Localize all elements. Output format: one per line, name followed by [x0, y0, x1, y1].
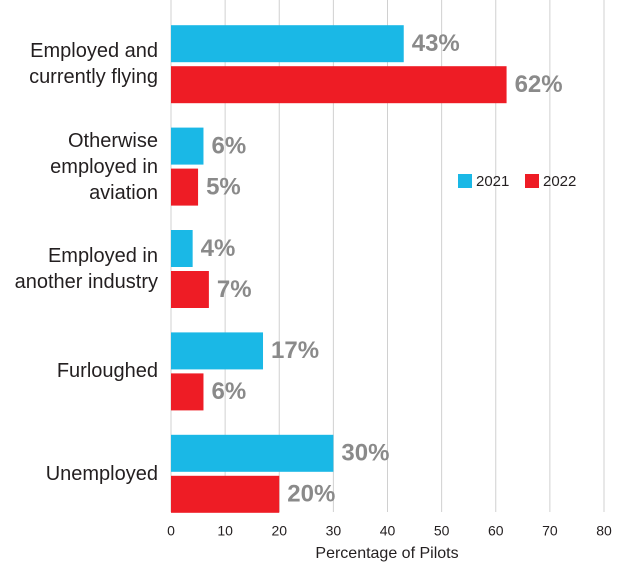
x-axis-title: Percentage of Pilots [315, 545, 458, 562]
value-label: 62% [515, 71, 563, 98]
value-label: 6% [211, 378, 246, 405]
bar [171, 230, 193, 267]
bar [171, 66, 507, 104]
legend-swatch [525, 174, 539, 188]
legend-swatch [458, 174, 472, 188]
legend-label: 2021 [476, 173, 509, 190]
x-tick-label: 0 [167, 523, 175, 539]
x-tick-label: 40 [380, 523, 396, 539]
y-tick-label: Otherwise employed in aviation [50, 129, 158, 204]
legend-label: 2022 [543, 173, 576, 190]
y-tick-label: Employed in another industry [14, 245, 158, 293]
value-label: 43% [412, 30, 460, 57]
x-tick-label: 20 [271, 523, 287, 539]
y-tick-label: Unemployed [45, 462, 158, 485]
value-label: 7% [217, 276, 252, 303]
value-label: 17% [271, 337, 319, 364]
x-tick-label: 60 [488, 523, 504, 539]
y-tick-label: Employed and currently flying [29, 40, 158, 89]
bar [171, 168, 199, 206]
x-tick-label: 50 [434, 523, 450, 539]
value-label: 30% [341, 440, 389, 467]
bar [171, 127, 204, 165]
value-label: 20% [287, 481, 335, 508]
x-tick-label: 70 [542, 523, 558, 539]
bar [171, 25, 404, 63]
bar [171, 271, 209, 308]
bar [171, 332, 264, 370]
value-label: 5% [206, 173, 241, 200]
x-tick-label: 30 [326, 523, 342, 539]
x-tick-label: 10 [217, 523, 233, 539]
value-label: 6% [211, 132, 246, 159]
value-label: 4% [201, 235, 236, 262]
bar [171, 475, 280, 513]
y-tick-label: Furloughed [56, 360, 158, 383]
bar [171, 434, 334, 472]
bar [171, 373, 204, 411]
x-tick-label: 80 [596, 523, 612, 539]
